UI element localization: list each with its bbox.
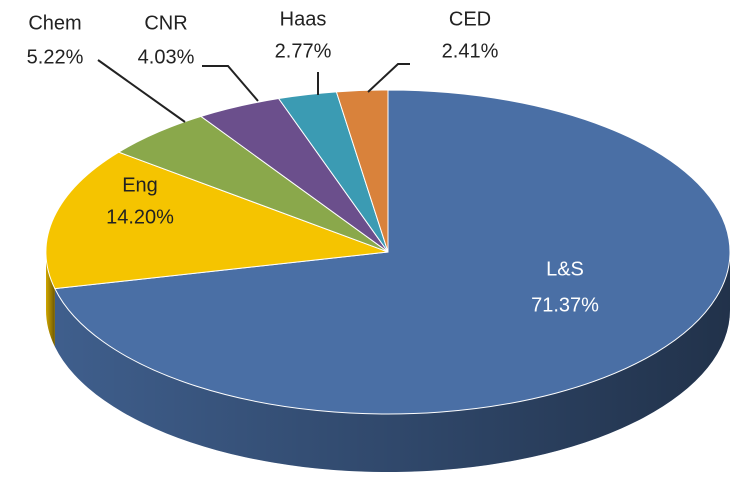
slice-label: Eng [122, 174, 158, 196]
slice-value-label: 2.41% [442, 40, 499, 62]
slice-label: CNR [144, 12, 187, 34]
slice-label: L&S [546, 258, 584, 280]
slice-label: CED [449, 8, 491, 30]
leader-line [202, 65, 259, 102]
leader-line [367, 63, 410, 93]
slice-value-label: 71.37% [531, 294, 599, 316]
slice-value-label: 5.22% [27, 46, 84, 68]
slice-value-label: 2.77% [275, 40, 332, 62]
slice-label: Haas [280, 8, 327, 30]
slice-side-shade [54, 252, 730, 473]
slice-value-label: 14.20% [106, 206, 174, 228]
slice [54, 89, 731, 415]
slice-value-label: 4.03% [138, 46, 195, 68]
slice [335, 89, 389, 253]
leader-line [97, 59, 186, 123]
slice-side-shade [46, 252, 55, 347]
slice [45, 151, 389, 290]
slice-label: Chem [28, 12, 81, 34]
